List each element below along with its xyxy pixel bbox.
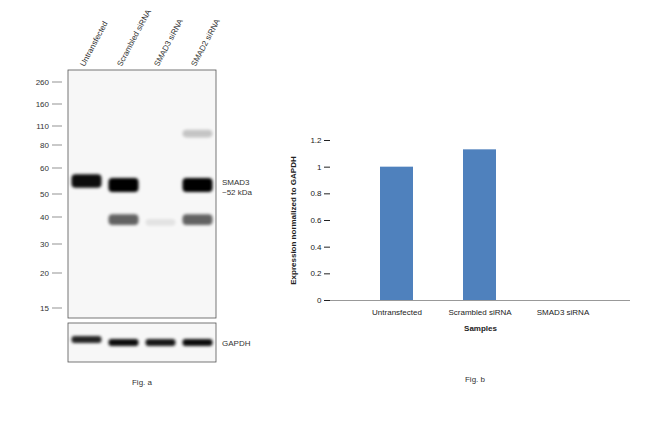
svg-text:80: 80 [40, 141, 49, 150]
svg-text:SMAD3 siRNA: SMAD3 siRNA [537, 308, 590, 317]
svg-text:15: 15 [40, 304, 49, 313]
svg-text:50: 50 [40, 190, 49, 199]
svg-text:1: 1 [317, 163, 322, 172]
svg-text:~52 kDa: ~52 kDa [222, 188, 253, 197]
svg-text:20: 20 [40, 269, 49, 278]
svg-text:Untransfected: Untransfected [372, 308, 422, 317]
svg-text:SMAD2 siRNA: SMAD2 siRNA [189, 17, 222, 68]
svg-text:GAPDH: GAPDH [222, 339, 251, 348]
svg-text:1.2: 1.2 [310, 136, 322, 145]
svg-text:Scrambled siRNA: Scrambled siRNA [115, 7, 153, 68]
svg-text:Samples: Samples [464, 324, 497, 333]
svg-text:SMAD3 siRNA: SMAD3 siRNA [152, 17, 185, 68]
svg-text:0.4: 0.4 [310, 243, 322, 252]
svg-text:0.6: 0.6 [310, 216, 322, 225]
svg-text:40: 40 [40, 213, 49, 222]
svg-text:Expression normalized to GAPDH: Expression normalized to GAPDH [289, 156, 298, 285]
svg-text:SMAD3: SMAD3 [222, 178, 250, 187]
svg-text:260: 260 [36, 78, 50, 87]
svg-text:30: 30 [40, 240, 49, 249]
html-text:Fig. b: Fig. b [465, 375, 485, 384]
svg-text:110: 110 [36, 122, 49, 131]
svg-text:0.8: 0.8 [310, 189, 322, 198]
svg-text:Untransfected: Untransfected [78, 20, 109, 68]
svg-text:160: 160 [36, 100, 50, 109]
svg-text:Scrambled siRNA: Scrambled siRNA [448, 308, 512, 317]
svg-text:0.2: 0.2 [310, 269, 322, 278]
svg-text:Fig. a: Fig. a [132, 378, 153, 387]
svg-text:0: 0 [317, 296, 322, 305]
svg-text:60: 60 [40, 164, 49, 173]
